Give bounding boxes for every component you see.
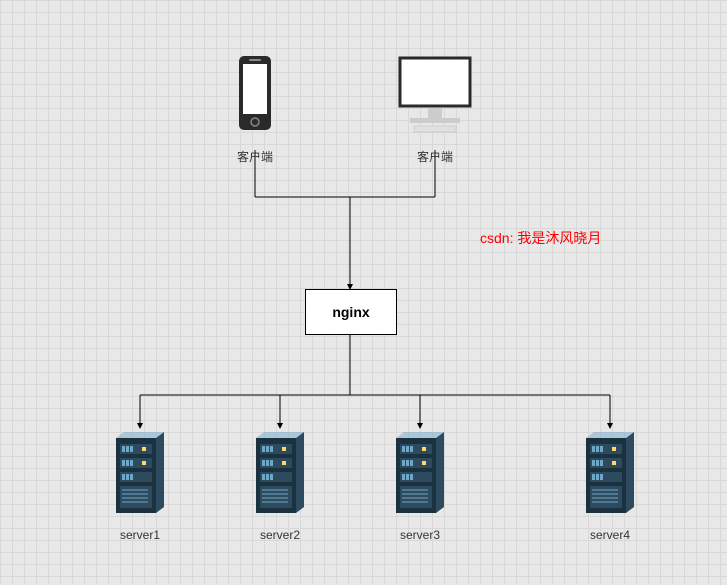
server1-icon — [112, 430, 168, 520]
server3-icon — [392, 430, 448, 520]
nginx-node: nginx — [305, 289, 397, 335]
server2-label: server2 — [260, 528, 300, 542]
server4-icon — [582, 430, 638, 520]
client-pc-label: 客户端 — [417, 148, 453, 165]
server4-label: server4 — [590, 528, 630, 542]
nginx-label: nginx — [332, 304, 369, 320]
client-phone-icon — [235, 56, 275, 139]
watermark-text: csdn: 我是沐风晓月 — [480, 228, 601, 248]
server2-icon — [252, 430, 308, 520]
server1-label: server1 — [120, 528, 160, 542]
client-phone-label: 客户端 — [237, 148, 273, 165]
server3-label: server3 — [400, 528, 440, 542]
client-pc-icon — [396, 56, 474, 141]
